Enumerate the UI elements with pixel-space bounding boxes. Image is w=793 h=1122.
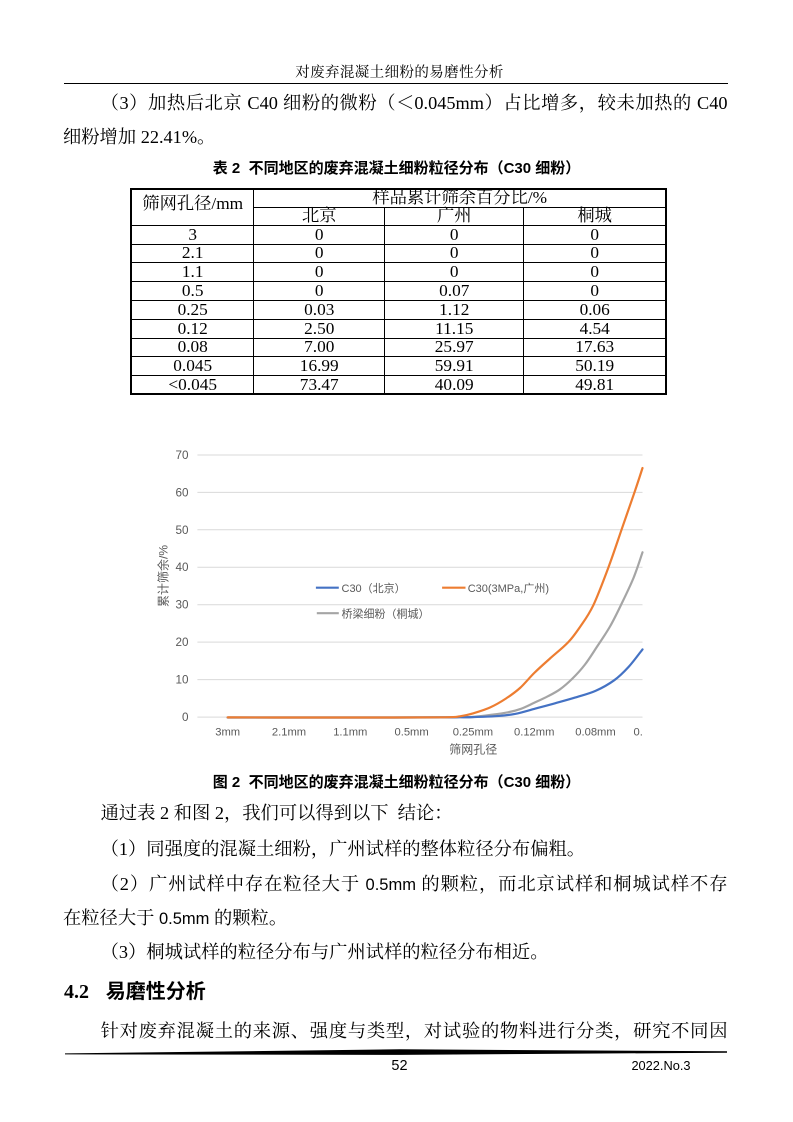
svg-text:1.1mm: 1.1mm [333, 727, 367, 739]
svg-text:3mm: 3mm [215, 727, 240, 739]
svg-text:10: 10 [175, 674, 189, 687]
svg-text:0.12mm: 0.12mm [514, 727, 554, 739]
svg-text:50: 50 [175, 524, 189, 537]
svg-text:70: 70 [175, 449, 189, 462]
svg-text:C30（北京）: C30（北京） [342, 581, 406, 595]
svg-text:2.1mm: 2.1mm [272, 727, 306, 739]
svg-text:0.045mm: 0.045mm [633, 727, 670, 739]
svg-text:0.5mm: 0.5mm [394, 727, 428, 739]
svg-text:30: 30 [175, 599, 189, 612]
svg-text:0.08mm: 0.08mm [575, 727, 615, 739]
svg-text:40: 40 [175, 561, 189, 574]
svg-text:0: 0 [182, 711, 189, 724]
svg-text:累计筛余/%: 累计筛余/% [156, 545, 171, 607]
svg-text:20: 20 [175, 636, 189, 649]
svg-text:0.25mm: 0.25mm [453, 727, 493, 739]
svg-text:C30(3MPa,广州): C30(3MPa,广州) [468, 582, 549, 595]
svg-text:桥梁细粉（桐城）: 桥梁细粉（桐城） [342, 607, 430, 621]
svg-text:筛网孔径: 筛网孔径 [449, 742, 497, 757]
svg-text:60: 60 [175, 486, 189, 499]
